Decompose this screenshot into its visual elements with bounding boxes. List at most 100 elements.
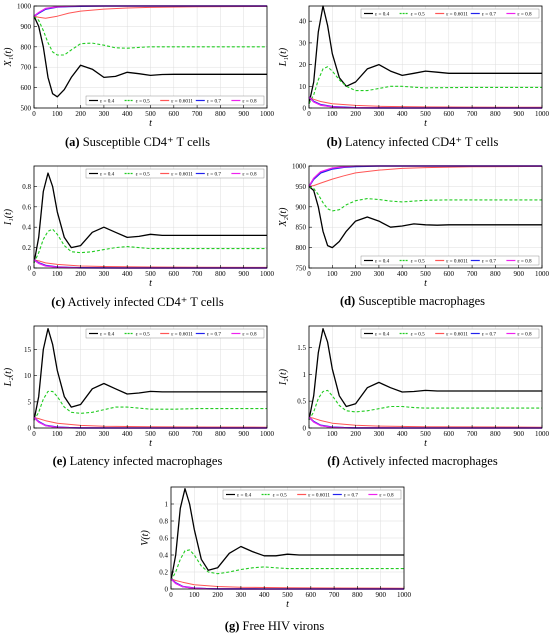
y-axis-label: I₁(t)	[3, 208, 14, 226]
y-tick-label: 1	[165, 501, 169, 509]
x-tick-label: 0	[307, 430, 311, 438]
legend-label-4: ε = 0.7	[207, 99, 222, 105]
y-axis-label: V(t)	[140, 530, 151, 546]
x-tick-label: 800	[215, 110, 226, 118]
chart-panel-f: 0 100 200 300 400 500 600 700 800 900 1000 0 0.5 1 1.5…	[275, 320, 550, 450]
chart-panel-g: 0 100 200 300 400 500 600 700 800 900 1000 0 0.2 0.4 0…	[137, 481, 412, 611]
x-tick-label: 0	[32, 430, 36, 438]
legend-label-2: ε = 0.5	[136, 99, 151, 105]
series-line-1	[33, 327, 267, 421]
x-axis-label: t	[424, 278, 427, 289]
chart-e-svg: 0 100 200 300 400 500 600 700 800 900 1000 0 5 10 15 t L…	[3, 325, 275, 449]
chart-a-svg: 0 100 200 300 400 500 600 700 800 900 1000 500 600 70…	[3, 3, 275, 130]
x-tick-label: 800	[352, 591, 363, 599]
legend-label-2: ε = 0.5	[136, 172, 151, 178]
series-line-1	[33, 172, 267, 264]
x-tick-label: 1000	[260, 430, 275, 438]
series-line-1	[170, 488, 404, 581]
x-tick-label: 700	[329, 591, 340, 599]
x-tick-label: 200	[75, 270, 86, 278]
y-tick-label: 0.4	[159, 552, 168, 560]
y-axis-label: I₂(t)	[278, 368, 289, 386]
y-tick-label: 0	[165, 586, 169, 594]
y-tick-label: 1.5	[297, 344, 306, 352]
y-tick-label: 0.6	[159, 535, 168, 543]
legend-label-3: ε = 0.6011	[446, 259, 468, 265]
x-tick-label: 1000	[535, 110, 550, 118]
x-tick-label: 0	[32, 270, 36, 278]
legend-label-4: ε = 0.7	[482, 259, 497, 265]
x-tick-label: 0	[307, 270, 311, 278]
legend-label-3: ε = 0.6011	[171, 172, 193, 178]
x-axis-label: t	[424, 118, 427, 129]
x-tick-label: 1000	[397, 591, 412, 599]
y-tick-label: 800	[21, 43, 32, 51]
caption-c-label: (c)	[51, 295, 66, 309]
caption-g: (g) Free HIV virons	[137, 619, 412, 634]
x-tick-label: 800	[490, 110, 501, 118]
legend-box	[360, 8, 540, 19]
caption-a: (a) Susceptible CD4⁺ T cells	[0, 134, 275, 150]
legend-label-4: ε = 0.7	[207, 172, 222, 178]
legend-label-2: ε = 0.5	[411, 259, 426, 265]
x-tick-label: 100	[52, 270, 63, 278]
legend-label-2: ε = 0.5	[273, 493, 288, 499]
legend-label-3: ε = 0.6011	[446, 12, 468, 18]
caption-e-text: Latency infected macrophages	[69, 454, 223, 468]
y-tick-label: 15	[24, 346, 32, 354]
chart-panel-c: 0 100 200 300 400 500 600 700 800 900 1000 0 0.2 0.4 0…	[0, 160, 275, 290]
x-tick-label: 100	[327, 270, 338, 278]
legend-label-4: ε = 0.7	[482, 332, 497, 338]
legend-label-1: ε = 0.4	[375, 12, 390, 18]
y-tick-label: 10	[24, 372, 32, 380]
x-axis-label: t	[149, 118, 152, 129]
x-tick-label: 600	[444, 430, 455, 438]
x-tick-label: 400	[259, 591, 270, 599]
x-tick-label: 700	[192, 430, 203, 438]
x-axis-label: t	[149, 438, 152, 449]
y-tick-label: 0.8	[22, 183, 31, 191]
x-tick-label: 0	[169, 591, 173, 599]
caption-b: (b) Latency infected CD4⁺ T cells	[275, 134, 550, 150]
y-tick-label: 0	[303, 105, 307, 113]
x-tick-label: 100	[327, 430, 338, 438]
x-axis-label: t	[286, 599, 289, 610]
x-tick-label: 100	[189, 591, 200, 599]
x-tick-label: 900	[513, 430, 524, 438]
x-tick-label: 100	[327, 110, 338, 118]
y-tick-label: 20	[299, 61, 307, 69]
x-tick-label: 900	[513, 270, 524, 278]
y-tick-label: 5	[28, 398, 32, 406]
x-tick-label: 700	[467, 270, 478, 278]
x-tick-label: 300	[374, 270, 385, 278]
y-tick-label: 700	[21, 64, 32, 72]
series-line-1	[308, 5, 542, 104]
x-tick-label: 100	[52, 110, 63, 118]
caption-f: (f) Actively infected macrophages	[275, 454, 550, 469]
y-tick-label: 0.5	[297, 398, 306, 406]
x-tick-label: 300	[99, 430, 110, 438]
caption-c: (c) Actively infected CD4⁺ T cells	[0, 294, 275, 310]
x-tick-label: 400	[397, 110, 408, 118]
y-tick-label: 0.2	[159, 569, 168, 577]
y-tick-label: 0	[28, 425, 32, 433]
legend-label-5: ε = 0.8	[242, 99, 257, 105]
caption-d-text: Susceptible macrophages	[358, 294, 486, 308]
y-tick-label: 0.6	[22, 203, 31, 211]
legend-label-2: ε = 0.5	[411, 332, 426, 338]
x-tick-label: 300	[99, 110, 110, 118]
caption-e-label: (e)	[52, 454, 67, 468]
legend-box	[85, 328, 265, 339]
y-tick-label: 1	[303, 371, 307, 379]
y-tick-label: 10	[299, 83, 307, 91]
x-tick-label: 400	[122, 270, 133, 278]
x-tick-label: 600	[169, 270, 180, 278]
x-tick-label: 600	[444, 270, 455, 278]
x-tick-label: 900	[513, 110, 524, 118]
x-tick-label: 900	[238, 270, 249, 278]
caption-f-text: Actively infected macrophages	[342, 454, 498, 468]
y-tick-label: 800	[296, 244, 307, 252]
x-tick-label: 700	[192, 110, 203, 118]
x-tick-label: 800	[490, 430, 501, 438]
x-tick-label: 800	[490, 270, 501, 278]
